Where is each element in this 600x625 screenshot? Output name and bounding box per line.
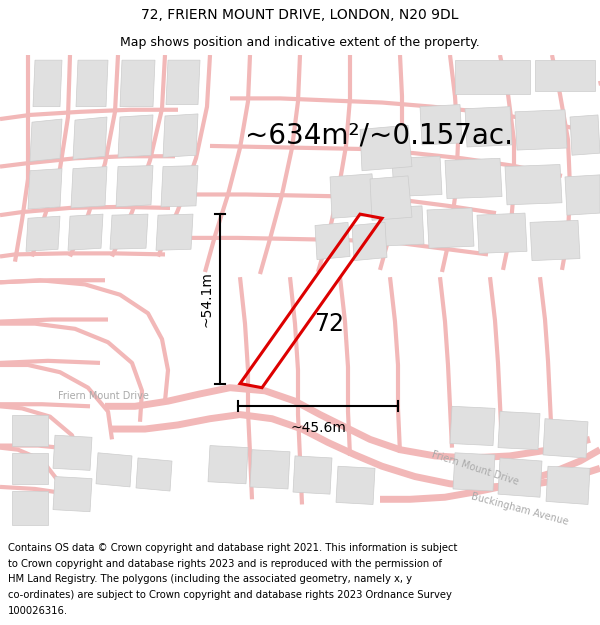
Polygon shape	[156, 214, 193, 250]
Polygon shape	[455, 60, 530, 94]
Polygon shape	[28, 169, 62, 209]
Polygon shape	[336, 466, 375, 504]
Polygon shape	[352, 222, 387, 261]
Polygon shape	[450, 406, 495, 446]
Polygon shape	[530, 221, 580, 261]
Polygon shape	[498, 411, 540, 450]
Text: HM Land Registry. The polygons (including the associated geometry, namely x, y: HM Land Registry. The polygons (includin…	[8, 574, 412, 584]
Polygon shape	[68, 214, 103, 250]
Polygon shape	[420, 104, 462, 145]
Polygon shape	[505, 164, 562, 205]
Text: Buckingham Avenue: Buckingham Avenue	[470, 492, 569, 528]
Text: Contains OS data © Crown copyright and database right 2021. This information is : Contains OS data © Crown copyright and d…	[8, 543, 457, 553]
Polygon shape	[515, 110, 567, 150]
Polygon shape	[330, 174, 375, 218]
Polygon shape	[12, 452, 48, 484]
Polygon shape	[543, 419, 588, 458]
Polygon shape	[546, 466, 590, 504]
Polygon shape	[12, 491, 48, 525]
Polygon shape	[26, 216, 60, 251]
Text: 72: 72	[314, 312, 344, 336]
Polygon shape	[208, 446, 248, 484]
Polygon shape	[53, 435, 92, 471]
Polygon shape	[120, 60, 155, 107]
Polygon shape	[12, 414, 48, 446]
Polygon shape	[465, 107, 512, 147]
Polygon shape	[565, 175, 600, 215]
Text: Friern Mount Drive: Friern Mount Drive	[58, 391, 149, 401]
Polygon shape	[360, 125, 412, 171]
Polygon shape	[370, 176, 412, 221]
Polygon shape	[116, 166, 153, 207]
Text: Friern Mount Drive: Friern Mount Drive	[430, 449, 520, 487]
Polygon shape	[73, 117, 107, 159]
Polygon shape	[33, 60, 62, 107]
Polygon shape	[163, 114, 198, 158]
Polygon shape	[535, 60, 595, 91]
Polygon shape	[498, 458, 542, 498]
Polygon shape	[161, 166, 198, 207]
Text: ~45.6m: ~45.6m	[290, 421, 346, 435]
Polygon shape	[378, 206, 424, 246]
Text: co-ordinates) are subject to Crown copyright and database rights 2023 Ordnance S: co-ordinates) are subject to Crown copyr…	[8, 590, 452, 600]
Polygon shape	[315, 222, 350, 259]
Polygon shape	[110, 214, 148, 249]
Polygon shape	[118, 115, 153, 158]
Polygon shape	[53, 477, 92, 512]
Polygon shape	[166, 60, 200, 104]
Polygon shape	[30, 119, 62, 161]
Polygon shape	[250, 450, 290, 489]
Text: 100026316.: 100026316.	[8, 606, 68, 616]
Polygon shape	[71, 167, 107, 208]
Polygon shape	[477, 213, 527, 253]
Text: ~634m²/~0.157ac.: ~634m²/~0.157ac.	[245, 122, 513, 149]
Polygon shape	[392, 156, 442, 196]
Polygon shape	[96, 452, 132, 487]
Polygon shape	[445, 158, 502, 199]
Polygon shape	[570, 115, 600, 155]
Polygon shape	[453, 452, 495, 491]
Text: ~54.1m: ~54.1m	[200, 271, 214, 327]
Polygon shape	[136, 458, 172, 491]
Polygon shape	[427, 208, 474, 248]
Polygon shape	[76, 60, 108, 107]
Text: to Crown copyright and database rights 2023 and is reproduced with the permissio: to Crown copyright and database rights 2…	[8, 559, 442, 569]
Text: Map shows position and indicative extent of the property.: Map shows position and indicative extent…	[120, 36, 480, 49]
Text: 72, FRIERN MOUNT DRIVE, LONDON, N20 9DL: 72, FRIERN MOUNT DRIVE, LONDON, N20 9DL	[141, 8, 459, 22]
Polygon shape	[293, 456, 332, 494]
